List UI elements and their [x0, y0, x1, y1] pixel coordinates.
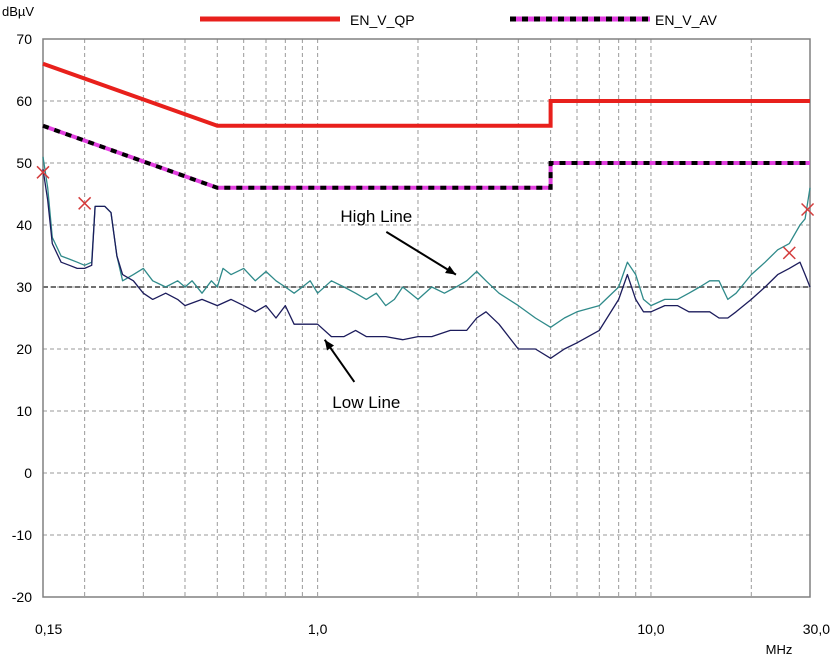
- legend-label-av: EN_V_AV: [655, 12, 718, 28]
- series-en-v-av-dash: [42, 123, 810, 190]
- axes: [42, 38, 811, 598]
- low-line-arrowhead: [324, 339, 335, 351]
- annotations: High Line Low Line: [323, 207, 457, 412]
- y-tick-label: 20: [16, 341, 32, 357]
- legend: EN_V_QP EN_V_AV: [200, 12, 718, 28]
- plot-frame: [42, 38, 811, 598]
- y-tick-label: 0: [24, 465, 32, 481]
- high-line-arrowhead: [445, 265, 456, 275]
- tick-labels: -20 -10 0 10 20 30 40 50 60 70 0,15 1,0 10,0 30,0: [12, 31, 830, 637]
- high-line-annotation: High Line: [340, 207, 412, 226]
- y-tick-label: 60: [16, 93, 32, 109]
- x-tick-label: 10,0: [637, 621, 664, 637]
- series-low-line: [42, 169, 811, 359]
- peak-marker: [78, 196, 92, 210]
- peak-marker: [782, 246, 796, 260]
- low-line-annotation: Low Line: [332, 393, 400, 412]
- high-line-arrow: [385, 231, 457, 276]
- x-tick-label: 0,15: [35, 621, 62, 637]
- series-lines: [42, 61, 811, 359]
- y-tick-label: 70: [16, 31, 32, 47]
- peak-markers: [36, 165, 815, 260]
- x-tick-label: 1,0: [308, 621, 328, 637]
- y-tick-label: -20: [12, 589, 32, 605]
- y-tick-label: 40: [16, 217, 32, 233]
- peak-marker: [36, 165, 50, 179]
- y-tick-label: 30: [16, 279, 32, 295]
- legend-label-qp: EN_V_QP: [350, 12, 415, 28]
- y-tick-label: 10: [16, 403, 32, 419]
- x-tick-label: 30,0: [803, 621, 830, 637]
- series-high-line: [42, 156, 811, 328]
- y-tick-label: 50: [16, 155, 32, 171]
- series-en-v-qp: [42, 61, 810, 128]
- series-en-v-av: [42, 123, 810, 190]
- y-axis-label: dBµV: [2, 4, 34, 19]
- grid: [43, 39, 810, 597]
- peak-marker: [801, 202, 815, 217]
- x-axis-label: MHz: [766, 642, 793, 657]
- y-tick-label: -10: [12, 527, 32, 543]
